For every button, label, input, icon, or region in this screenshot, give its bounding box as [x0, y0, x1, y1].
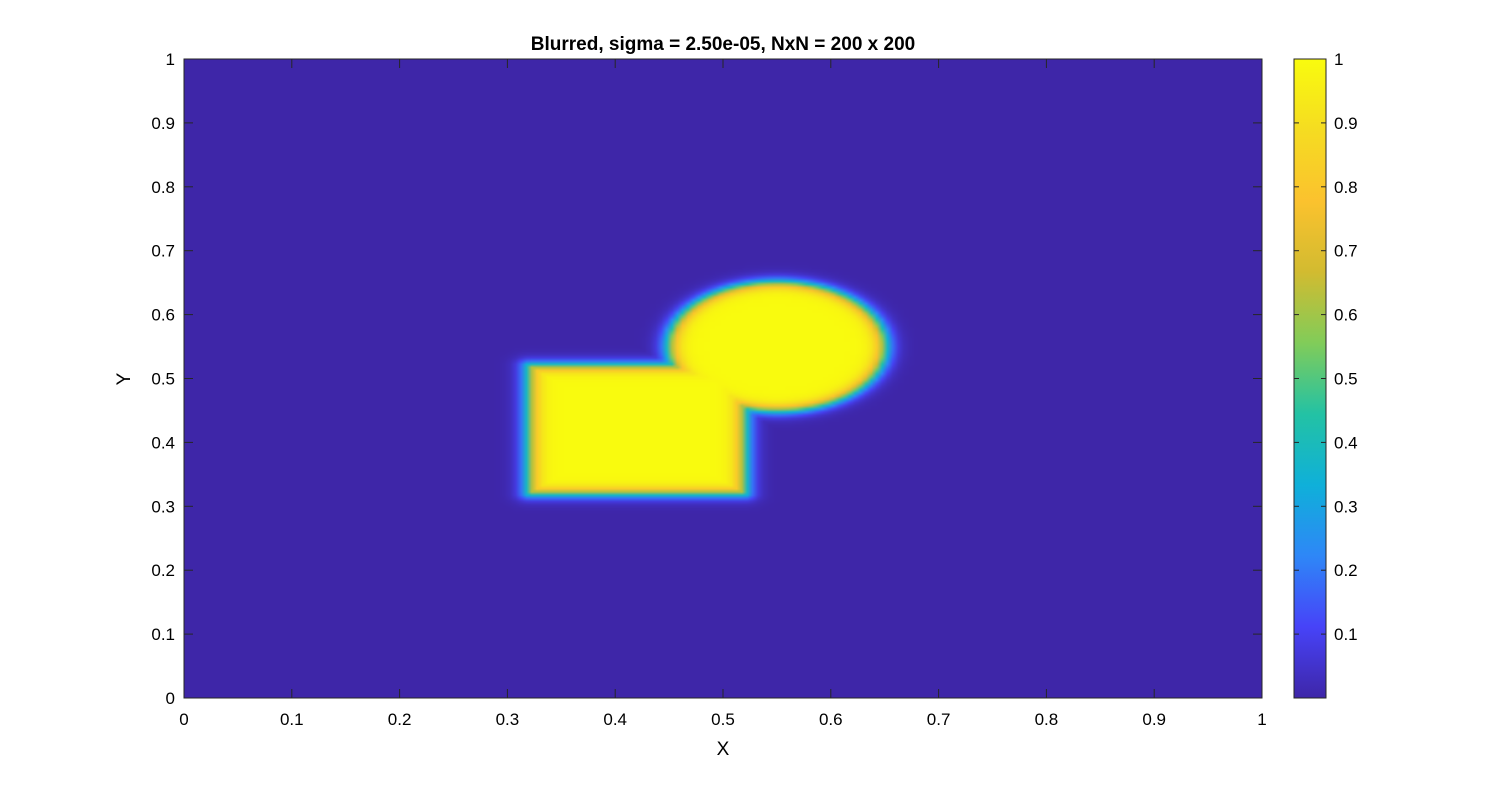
colorbar-tick-label: 0.8	[1334, 178, 1358, 197]
colorbar-tick-label: 0.3	[1334, 497, 1358, 516]
x-tick-label: 0.2	[388, 710, 412, 729]
y-tick-label: 0.3	[151, 497, 175, 516]
y-axis: 0 0.1 0.2 0.3 0.4 0.5 0.6 0.7 0.8 0.9 1	[151, 50, 1262, 708]
plot-area	[183, 58, 1263, 699]
colorbar-tick-label: 1	[1334, 50, 1343, 69]
x-tick-label: 0	[179, 710, 188, 729]
y-tick-label: 0.5	[151, 370, 175, 389]
x-tick-label: 1	[1257, 710, 1266, 729]
colorbar: 0.1 0.2 0.3 0.4 0.5 0.6 0.7 0.8 0.9 1	[1293, 50, 1358, 699]
colorbar-tick-label: 0.5	[1334, 370, 1358, 389]
colorbar-tick-label: 0.2	[1334, 561, 1358, 580]
x-tick-label: 0.6	[819, 710, 843, 729]
x-axis-label: X	[717, 739, 730, 760]
colorbar-gradient	[1293, 58, 1327, 699]
colorbar-tick-label: 0.7	[1334, 242, 1358, 261]
heatmap-image	[184, 59, 1262, 698]
y-tick-label: 0.2	[151, 561, 175, 580]
x-tick-label: 0.9	[1142, 710, 1166, 729]
y-tick-label: 0.4	[151, 433, 175, 452]
colorbar-tick-label: 0.6	[1334, 306, 1358, 325]
y-tick-label: 0	[166, 689, 175, 708]
y-axis-label: Y	[114, 372, 135, 385]
y-tick-label: 0.9	[151, 114, 175, 133]
y-tick-label: 0.7	[151, 242, 175, 261]
x-tick-label: 0.8	[1035, 710, 1059, 729]
x-tick-label: 0.7	[927, 710, 951, 729]
colorbar-ticks: 0.1 0.2 0.3 0.4 0.5 0.6 0.7 0.8 0.9 1	[1294, 50, 1358, 644]
x-tick-label: 0.1	[280, 710, 304, 729]
y-tick-label: 0.6	[151, 306, 175, 325]
chart-title: Blurred, sigma = 2.50e-05, NxN = 200 x 2…	[531, 34, 915, 55]
x-tick-label: 0.5	[711, 710, 735, 729]
y-tick-label: 0.8	[151, 178, 175, 197]
colorbar-tick-label: 0.1	[1334, 625, 1358, 644]
colorbar-tick-label: 0.4	[1334, 433, 1358, 452]
x-tick-label: 0.4	[603, 710, 627, 729]
x-tick-label: 0.3	[496, 710, 520, 729]
x-axis: 0 0.1 0.2 0.3 0.4 0.5 0.6 0.7 0.8 0.9 1	[179, 59, 1267, 729]
y-tick-label: 1	[166, 50, 175, 69]
y-tick-label: 0.1	[151, 625, 175, 644]
colorbar-tick-label: 0.9	[1334, 114, 1358, 133]
